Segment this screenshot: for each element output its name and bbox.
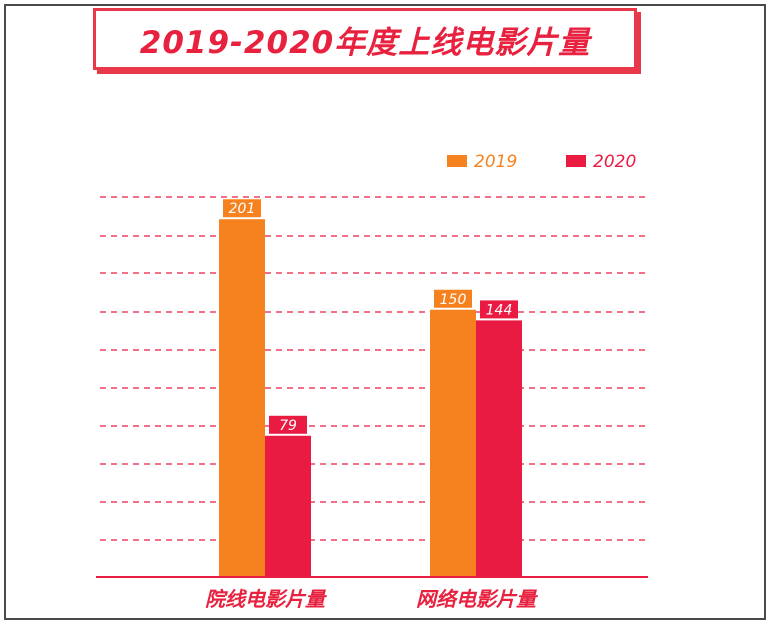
chart-title: 2019-2020年度上线电影片量 xyxy=(139,24,591,61)
data-label: 79 xyxy=(279,418,297,434)
bar-2020-2 xyxy=(476,320,522,576)
legend-label: 2020 xyxy=(593,152,636,172)
gridlines xyxy=(100,196,645,541)
x-tick-labels: 院线电影片量 网络电影片量 xyxy=(205,587,539,611)
data-label: 144 xyxy=(486,302,513,318)
legend-swatch-2019 xyxy=(447,155,467,167)
bar-2020-1 xyxy=(265,435,311,576)
legend: 2019 2020 xyxy=(447,152,636,172)
data-label: 201 xyxy=(229,201,256,217)
bar-2019-2 xyxy=(430,309,476,576)
x-tick-label: 网络电影片量 xyxy=(416,587,539,611)
data-label-bg xyxy=(480,300,518,319)
bar-2019-1 xyxy=(219,219,265,576)
data-labels: 201 79 150 144 xyxy=(223,199,518,434)
data-label-bg xyxy=(434,289,472,308)
legend-label: 2019 xyxy=(474,152,517,172)
data-label-bg xyxy=(223,199,261,218)
data-label: 150 xyxy=(440,292,467,308)
x-tick-label: 院线电影片量 xyxy=(205,587,328,611)
legend-swatch-2020 xyxy=(566,155,586,167)
data-label-bg xyxy=(269,415,307,434)
title-box: 2019-2020年度上线电影片量 xyxy=(93,8,637,70)
bars xyxy=(219,219,522,576)
